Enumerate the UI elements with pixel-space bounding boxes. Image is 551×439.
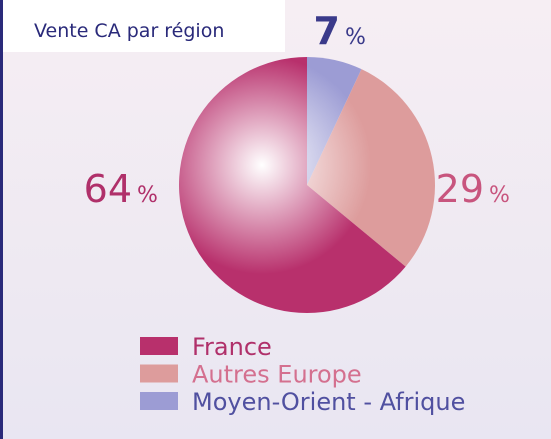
- legend-label: France: [192, 333, 272, 361]
- legend-label: Autres Europe: [192, 361, 362, 389]
- chart-title: Vente CA par région: [34, 20, 224, 42]
- pie-slice: [307, 57, 362, 185]
- title-band: [0, 0, 285, 52]
- value-label: 7: [314, 9, 340, 53]
- value-unit: %: [489, 183, 510, 208]
- value-unit: %: [345, 25, 366, 50]
- pie-slice: [307, 69, 436, 267]
- value-label: 64: [84, 167, 132, 211]
- pie-slice: [179, 57, 406, 313]
- left-border: [0, 0, 3, 439]
- legend-label: Moyen-Orient - Afrique: [192, 388, 465, 416]
- value-label: 29: [436, 167, 484, 211]
- value-unit: %: [137, 183, 158, 208]
- legend-swatch: [140, 392, 178, 410]
- legend-swatch: [140, 364, 178, 383]
- legend-swatch: [140, 337, 178, 355]
